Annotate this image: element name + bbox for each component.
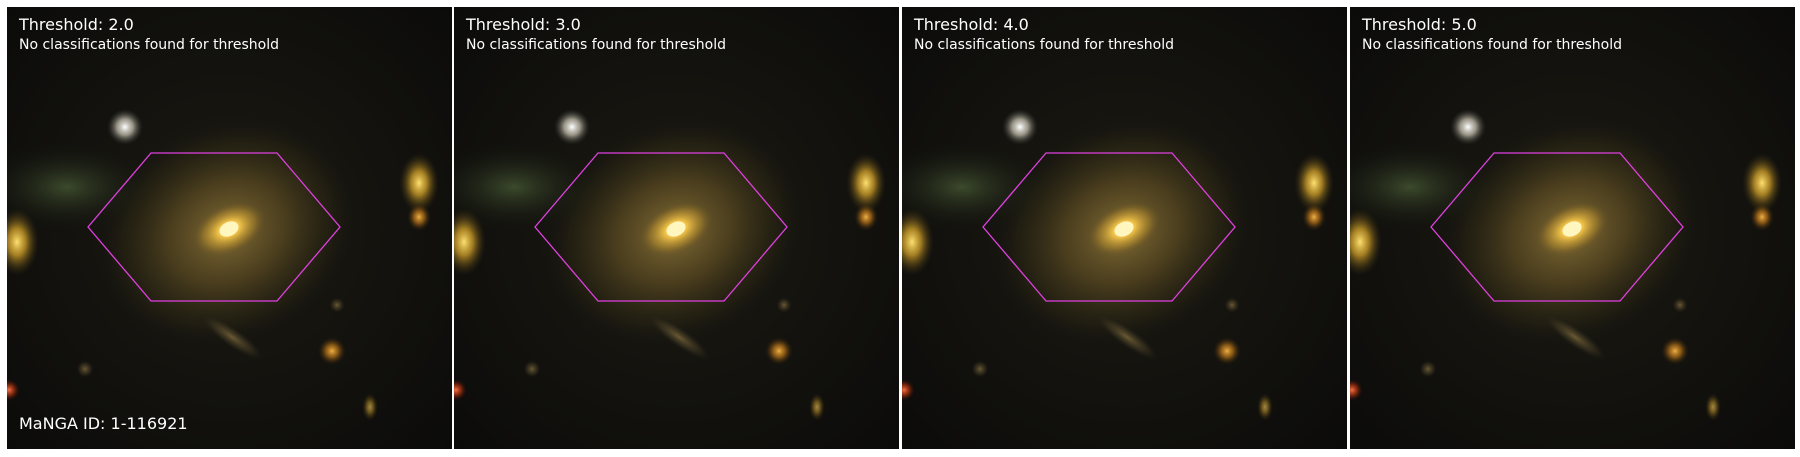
ifu-hexagon	[87, 152, 341, 302]
panel-title: Threshold: 4.0	[914, 15, 1029, 34]
panel-threshold-2: Threshold: 2.0 No classifications found …	[7, 7, 452, 449]
panel-message: No classifications found for threshold	[914, 37, 1174, 53]
panel-threshold-5: Threshold: 5.0 No classifications found …	[1350, 7, 1795, 449]
manga-id-label: MaNGA ID: 1-116921	[19, 414, 188, 433]
panel-threshold-3: Threshold: 3.0 No classifications found …	[454, 7, 899, 449]
panel-threshold-4: Threshold: 4.0 No classifications found …	[902, 7, 1347, 449]
galaxy-image	[902, 7, 1347, 449]
ifu-hexagon	[534, 152, 788, 302]
ifu-hexagon	[1430, 152, 1684, 302]
panel-title: Threshold: 2.0	[19, 15, 134, 34]
panel-message: No classifications found for threshold	[19, 37, 279, 53]
galaxy-image	[454, 7, 899, 449]
galaxy-image	[1350, 7, 1795, 449]
panel-message: No classifications found for threshold	[1362, 37, 1622, 53]
panel-title: Threshold: 5.0	[1362, 15, 1477, 34]
ifu-hexagon	[982, 152, 1236, 302]
panel-title: Threshold: 3.0	[466, 15, 581, 34]
galaxy-image	[7, 7, 452, 449]
panel-message: No classifications found for threshold	[466, 37, 726, 53]
